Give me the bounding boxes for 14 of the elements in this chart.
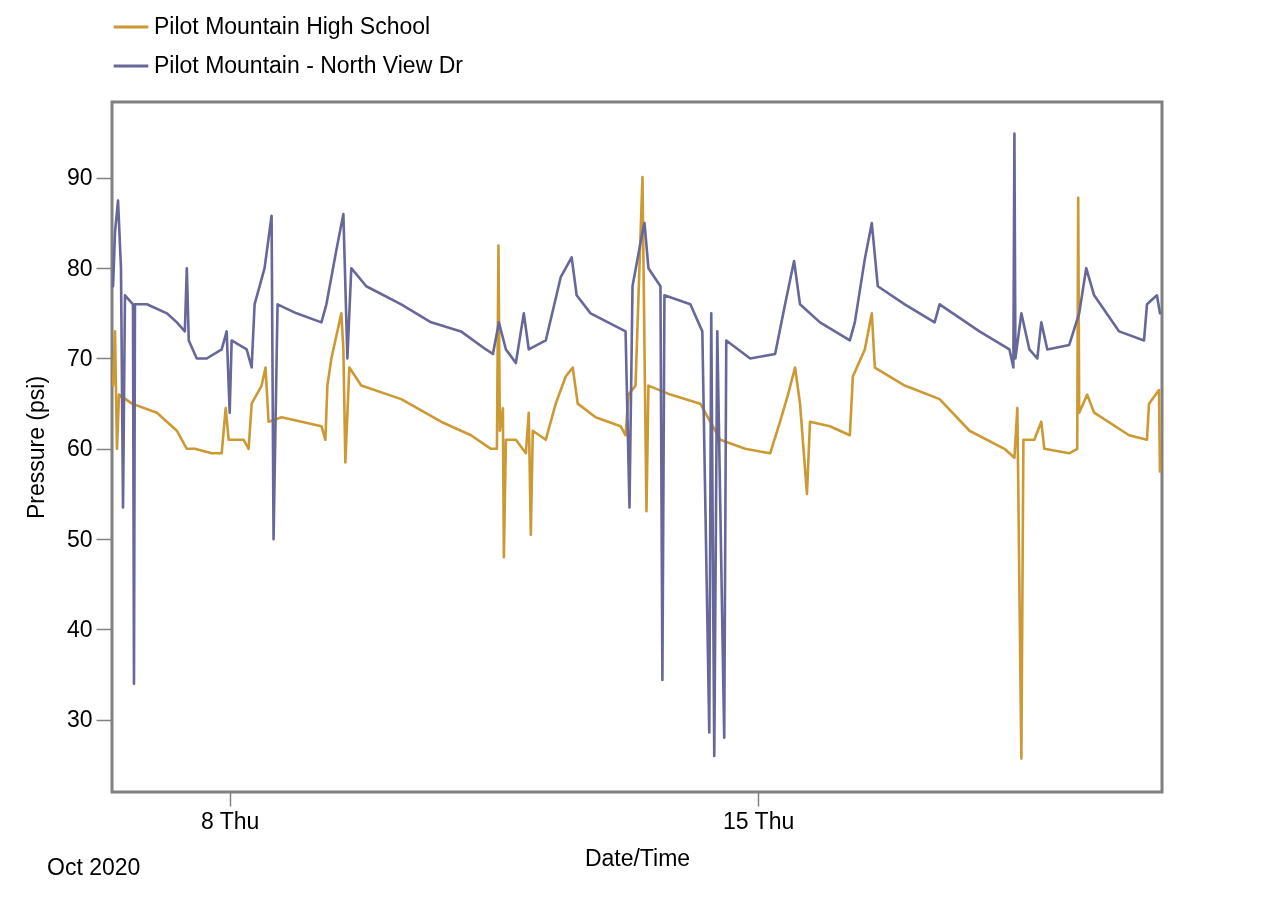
y-tick-label: 30 [66, 706, 93, 733]
y-tick-label: 60 [66, 435, 93, 462]
legend-label: Pilot Mountain - North View Dr [154, 52, 464, 78]
y-axis-title: Pressure (psi) [22, 375, 49, 520]
y-tick-label: 40 [66, 615, 93, 642]
x-tick-label: 8 Thu [200, 807, 260, 834]
y-tick-label: 50 [66, 525, 93, 552]
legend-label: Pilot Mountain High School [154, 13, 431, 39]
y-tick-label: 90 [66, 164, 93, 191]
y-tick-label: 70 [66, 344, 93, 371]
x-tick-label: 15 Thu [723, 807, 795, 834]
y-tick-label: 80 [66, 254, 93, 281]
x-axis-title: Date/Time [584, 844, 691, 871]
text: Oct 2020 [47, 854, 141, 880]
